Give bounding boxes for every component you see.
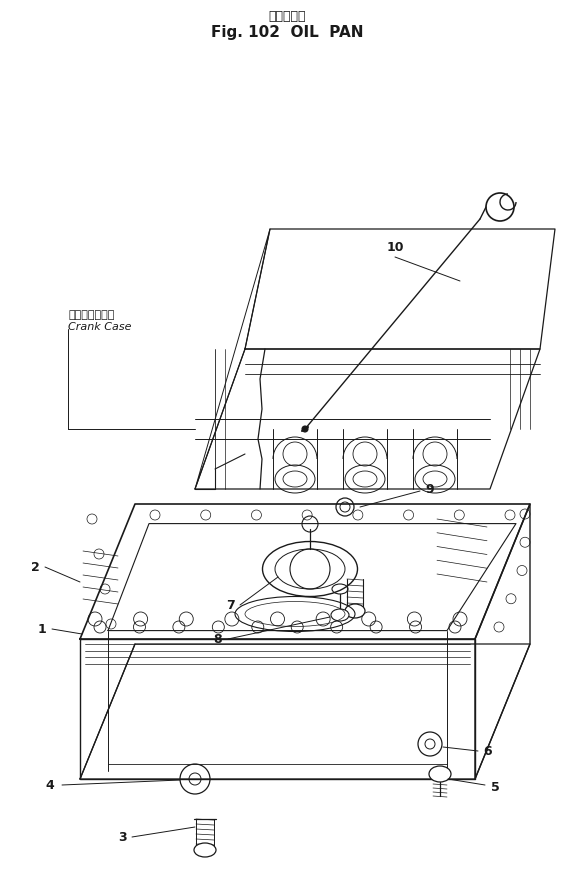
Text: Crank Case: Crank Case (68, 321, 132, 332)
Text: 2: 2 (30, 561, 39, 574)
Ellipse shape (429, 766, 451, 782)
Text: 5: 5 (490, 781, 499, 794)
Text: 10: 10 (386, 241, 404, 255)
Text: クランクケース: クランクケース (68, 310, 114, 320)
Circle shape (302, 427, 308, 433)
Text: オイルパン: オイルパン (269, 10, 306, 23)
Ellipse shape (194, 843, 216, 857)
Text: 1: 1 (37, 623, 47, 636)
Ellipse shape (331, 609, 349, 622)
Text: Fig. 102  OIL  PAN: Fig. 102 OIL PAN (211, 25, 363, 40)
Text: 7: 7 (225, 599, 235, 612)
Text: 9: 9 (426, 483, 434, 496)
Text: 3: 3 (118, 831, 126, 844)
Text: 8: 8 (214, 633, 223, 645)
Ellipse shape (345, 604, 365, 618)
Text: 4: 4 (45, 779, 55, 792)
Text: 6: 6 (484, 745, 492, 758)
